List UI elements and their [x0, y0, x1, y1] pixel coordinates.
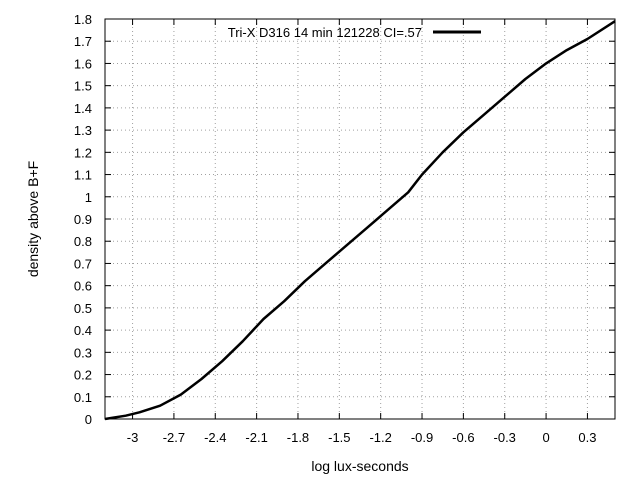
x-tick-label: -2.1 — [245, 430, 267, 445]
ticks — [105, 18, 615, 420]
x-tick-label: -0.3 — [494, 430, 516, 445]
y-tick-label: 1 — [85, 190, 92, 205]
y-tick-label: 1.6 — [74, 56, 92, 71]
x-tick-label: -3 — [127, 430, 139, 445]
y-tick-label: 0.3 — [74, 345, 92, 360]
y-tick-label: 1.2 — [74, 145, 92, 160]
y-tick-label: 0.2 — [74, 368, 92, 383]
x-tick-label: -2.7 — [163, 430, 185, 445]
y-tick-label: 0.5 — [74, 301, 92, 316]
legend-label: Tri-X D316 14 min 121228 CI=.57 — [228, 25, 422, 40]
y-tick-label: 1.7 — [74, 34, 92, 49]
y-tick-label: 0 — [85, 412, 92, 427]
x-tick-label: -2.4 — [204, 430, 226, 445]
grid — [105, 18, 615, 420]
x-axis-title: log lux-seconds — [311, 458, 408, 474]
series-lines — [104, 20, 616, 421]
legend: Tri-X D316 14 min 121228 CI=.57 — [228, 25, 481, 40]
y-tick-label: 1.4 — [74, 101, 92, 116]
x-axis-tick-labels: -3 -2.7 -2.4 -2.1 -1.8 -1.5 -1.2 -0.9 -0.6 -0.3 0 0… — [127, 430, 597, 445]
y-tick-label: 1.3 — [74, 123, 92, 138]
y-tick-label: 0.7 — [74, 256, 92, 271]
y-tick-label: 1.5 — [74, 79, 92, 94]
y-tick-label: 1.8 — [74, 12, 92, 27]
x-tick-label: 0.3 — [578, 430, 596, 445]
x-tick-label: 0 — [542, 430, 549, 445]
y-tick-label: 0.6 — [74, 279, 92, 294]
y-tick-label: 0.4 — [74, 323, 92, 338]
x-tick-label: -1.5 — [328, 430, 350, 445]
y-tick-label: 0.8 — [74, 234, 92, 249]
series-line-0 — [104, 20, 616, 421]
y-tick-label: 1.1 — [74, 168, 92, 183]
y-tick-label: 0.9 — [74, 212, 92, 227]
x-tick-label: -1.8 — [287, 430, 309, 445]
x-tick-label: -0.9 — [411, 430, 433, 445]
x-tick-label: -1.2 — [369, 430, 391, 445]
y-tick-label: 0.1 — [74, 390, 92, 405]
y-axis-tick-labels: 0 0.1 0.2 0.3 0.4 0.5 0.6 0.7 0.8 0.9 1 1.1 1.2 1.3 1.… — [74, 12, 92, 427]
x-tick-label: -0.6 — [452, 430, 474, 445]
y-axis-title: density above B+F — [25, 161, 41, 277]
